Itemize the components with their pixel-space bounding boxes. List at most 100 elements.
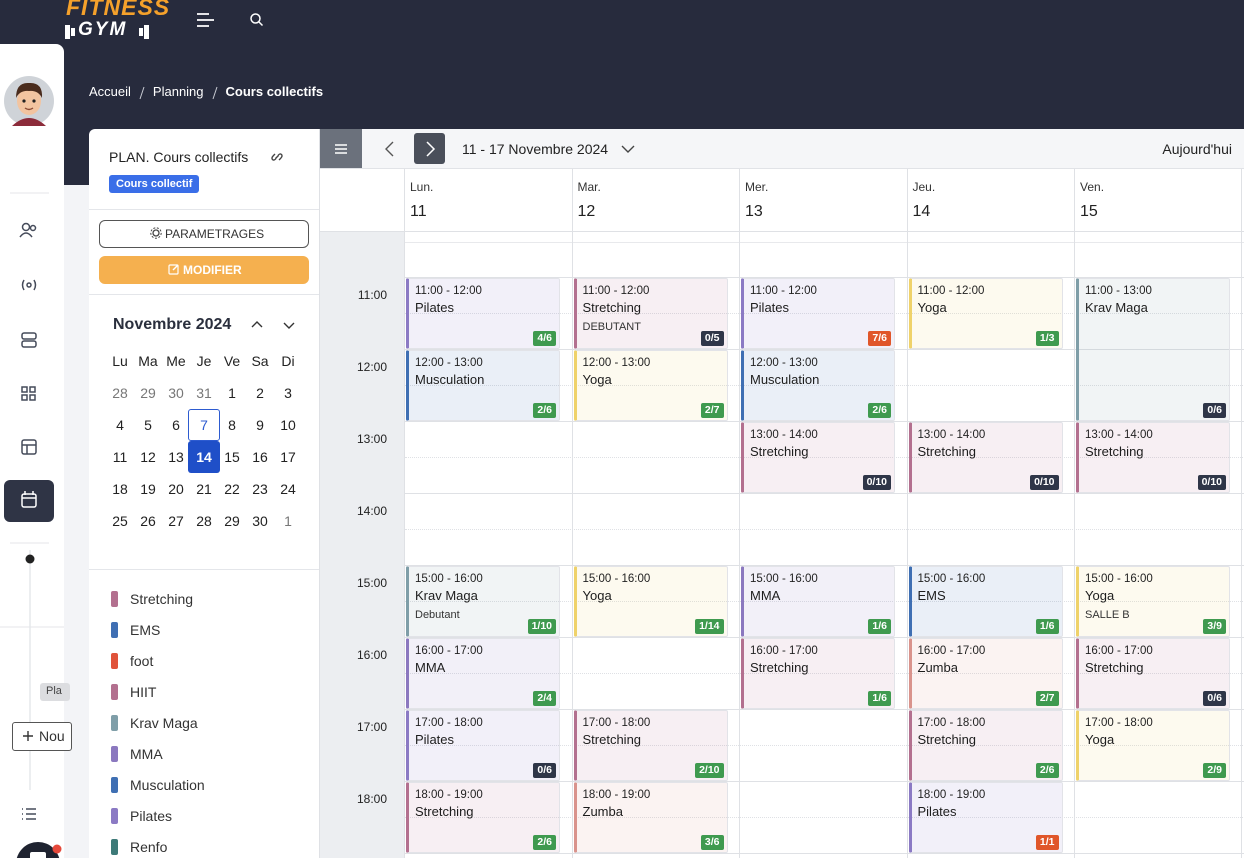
event-title: Yoga — [1085, 732, 1115, 747]
edit-button-label[interactable]: MODIFIER — [183, 263, 242, 277]
link-icon[interactable] — [269, 149, 285, 165]
course-event[interactable]: 16:00 - 17:00 Stretching 0/6 — [1076, 638, 1230, 709]
legend-label[interactable]: MMA — [130, 746, 163, 762]
day-number[interactable]: 16 — [252, 449, 268, 465]
course-event[interactable]: 11:00 - 12:00 Pilates 4/6 — [406, 278, 560, 349]
course-event[interactable]: 13:00 - 14:00 Stretching 0/10 — [741, 422, 895, 493]
course-event[interactable]: 13:00 - 14:00 Stretching 0/10 — [908, 422, 1063, 493]
next-week[interactable] — [414, 133, 445, 164]
edit-button[interactable] — [99, 256, 309, 284]
course-event[interactable]: 15:00 - 16:00 MMA 1/6 — [741, 566, 895, 637]
breadcrumb-item[interactable]: Planning — [152, 84, 204, 99]
course-event[interactable]: 12:00 - 13:00 Yoga 2/7 — [573, 350, 728, 421]
day-number[interactable]: 11 — [112, 449, 128, 465]
day-number[interactable]: 14 — [196, 449, 212, 465]
course-event[interactable]: 17:00 - 18:00 Yoga 2/9 — [1076, 710, 1230, 781]
breadcrumb-item[interactable]: Accueil — [89, 84, 131, 99]
legend-label[interactable]: Krav Maga — [130, 715, 198, 731]
course-event[interactable]: 11:00 - 12:00 Yoga 1/3 — [908, 278, 1063, 349]
week-range-caret[interactable] — [620, 143, 636, 155]
day-number[interactable]: 28 — [196, 513, 212, 529]
weekday-label: Je — [196, 353, 212, 369]
day-number[interactable]: 10 — [280, 417, 296, 433]
course-event[interactable]: 18:00 - 19:00 Pilates 1/1 — [908, 782, 1063, 853]
new-button-label[interactable]: Nou — [39, 728, 65, 744]
day-number[interactable]: 4 — [116, 417, 124, 433]
course-event[interactable]: 18:00 - 19:00 Stretching 2/6 — [406, 782, 560, 853]
month-next[interactable] — [282, 318, 296, 332]
day-number[interactable]: 29 — [140, 385, 156, 401]
day-number[interactable]: 23 — [252, 481, 268, 497]
new-button[interactable] — [12, 722, 72, 751]
settings-button[interactable] — [99, 220, 309, 248]
day-name: Mer. — [745, 180, 769, 194]
day-number[interactable]: 12 — [140, 449, 156, 465]
day-number[interactable]: 31 — [196, 385, 212, 401]
day-number[interactable]: 18 — [112, 481, 128, 497]
course-event[interactable]: 12:00 - 13:00 Musculation 2/6 — [406, 350, 560, 421]
hour-line — [405, 709, 1244, 710]
day-number[interactable]: 30 — [168, 385, 184, 401]
avatar[interactable] — [4, 70, 56, 132]
day-number[interactable]: 28 — [112, 385, 128, 401]
day-number[interactable]: 1 — [284, 513, 292, 529]
day-number[interactable]: 25 — [112, 513, 128, 529]
day-number[interactable]: 19 — [140, 481, 156, 497]
search-icon[interactable] — [249, 12, 265, 28]
legend-label[interactable]: foot — [130, 653, 154, 669]
day-number[interactable]: 1 — [228, 385, 236, 401]
course-event[interactable]: 12:00 - 13:00 Musculation 2/6 — [741, 350, 895, 421]
legend-label[interactable]: Musculation — [130, 777, 205, 793]
day-number[interactable]: 21 — [196, 481, 212, 497]
day-number[interactable]: 24 — [280, 481, 296, 497]
day-number[interactable]: 2 — [256, 385, 264, 401]
course-event[interactable]: 11:00 - 12:00 Stretching DEBUTANT 0/5 — [573, 278, 728, 349]
day-number[interactable]: 7 — [200, 417, 208, 433]
course-event[interactable]: 13:00 - 14:00 Stretching 0/10 — [1076, 422, 1230, 493]
course-event[interactable]: 18:00 - 19:00 Zumba 3/6 — [573, 782, 728, 853]
month-prev[interactable] — [250, 318, 264, 332]
legend-label[interactable]: HIIT — [130, 684, 157, 700]
event-time: 15:00 - 16:00 — [1085, 573, 1153, 585]
day-number[interactable]: 30 — [252, 513, 268, 529]
settings-button-label[interactable]: PARAMETRAGES — [165, 227, 265, 241]
event-title: Stretching — [582, 300, 642, 315]
menu-toggle[interactable] — [196, 12, 216, 28]
day-number[interactable]: 9 — [256, 417, 264, 433]
day-number[interactable]: 8 — [228, 417, 236, 433]
course-event[interactable]: 17:00 - 18:00 Pilates 0/6 — [406, 710, 560, 781]
course-event[interactable]: 15:00 - 16:00 Yoga SALLE B 3/9 — [1076, 566, 1230, 637]
event-title: Zumba — [582, 804, 623, 819]
course-event[interactable]: 16:00 - 17:00 MMA 2/4 — [406, 638, 560, 709]
course-event[interactable]: 16:00 - 17:00 Stretching 1/6 — [741, 638, 895, 709]
course-event[interactable]: 11:00 - 12:00 Pilates 7/6 — [741, 278, 895, 349]
day-number[interactable]: 13 — [168, 449, 184, 465]
course-event[interactable]: 17:00 - 18:00 Stretching 2/10 — [573, 710, 728, 781]
course-event[interactable]: 11:00 - 13:00 Krav Maga 0/6 — [1076, 278, 1230, 421]
selected-day — [188, 441, 220, 473]
course-event[interactable]: 17:00 - 18:00 Stretching 2/6 — [908, 710, 1063, 781]
day-number[interactable]: 15 — [224, 449, 240, 465]
day-number[interactable]: 17 — [280, 449, 296, 465]
chat-button[interactable] — [12, 836, 64, 858]
day-number[interactable]: 5 — [144, 417, 152, 433]
day-number[interactable]: 27 — [168, 513, 184, 529]
course-event[interactable]: 16:00 - 17:00 Zumba 2/7 — [908, 638, 1063, 709]
course-event[interactable]: 15:00 - 16:00 EMS 1/6 — [908, 566, 1063, 637]
legend-label[interactable]: Stretching — [130, 591, 194, 607]
day-number[interactable]: 3 — [284, 385, 292, 401]
week-range[interactable]: 11 - 17 Novembre 2024 — [462, 141, 609, 157]
prev-week[interactable] — [382, 140, 398, 158]
legend-label[interactable]: EMS — [130, 622, 161, 638]
panel-sep — [89, 209, 319, 210]
course-event[interactable]: 15:00 - 16:00 Krav Maga Debutant 1/10 — [406, 566, 560, 637]
day-number[interactable]: 26 — [140, 513, 156, 529]
day-number[interactable]: 6 — [172, 417, 180, 433]
today-button[interactable]: Aujourd'hui — [1162, 141, 1232, 157]
legend-label[interactable]: Renfo — [130, 839, 168, 855]
day-number[interactable]: 22 — [224, 481, 240, 497]
legend-label[interactable]: Pilates — [130, 808, 173, 824]
day-number[interactable]: 20 — [168, 481, 184, 497]
course-event[interactable]: 15:00 - 16:00 Yoga 1/14 — [573, 566, 728, 637]
day-number[interactable]: 29 — [224, 513, 240, 529]
